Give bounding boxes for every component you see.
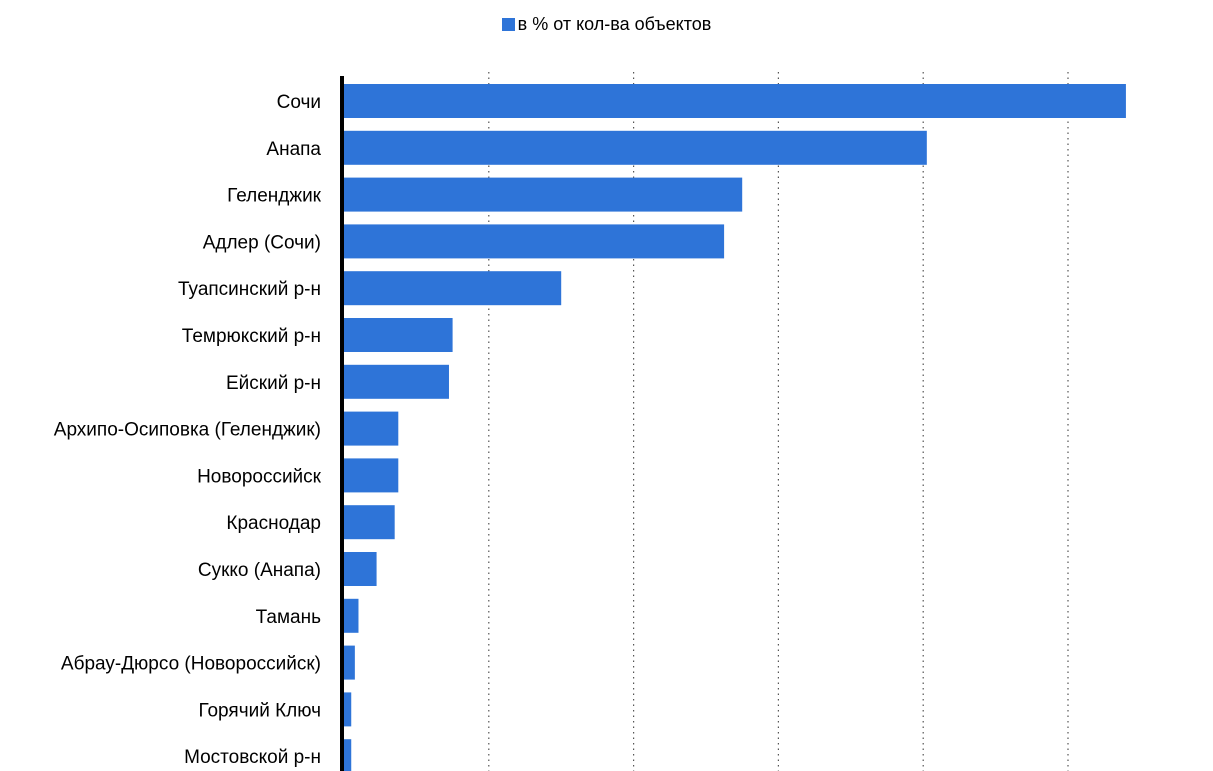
bar-14 <box>344 692 352 727</box>
bar-7 <box>344 364 449 399</box>
category-label-14: Горячий Ключ <box>198 700 321 721</box>
legend-label: в % от кол-ва объектов <box>517 14 712 34</box>
category-label-3: Геленджик <box>227 186 322 207</box>
bar-11 <box>344 552 377 586</box>
category-label-9: Новороссийск <box>197 466 322 487</box>
bar-13 <box>344 645 355 680</box>
bar-3 <box>344 177 743 212</box>
category-label-5: Туапсинский р-н <box>178 279 321 300</box>
bar-4 <box>344 224 725 259</box>
category-label-1: Сочи <box>277 92 321 113</box>
bar-1 <box>344 84 1126 118</box>
category-label-7: Ейский р-н <box>226 373 321 394</box>
bar-12 <box>344 598 359 633</box>
legend-swatch <box>501 18 515 31</box>
bar-9 <box>344 458 399 493</box>
category-label-2: Анапа <box>266 139 321 160</box>
bar-8 <box>344 411 399 446</box>
category-label-12: Тамань <box>256 607 321 628</box>
category-label-10: Краснодар <box>226 513 321 534</box>
category-label-13: Абрау-Дюрсо (Новороссийск) <box>61 654 321 675</box>
category-label-4: Адлер (Сочи) <box>203 232 321 253</box>
bar-6 <box>344 318 453 352</box>
category-label-15: Мостовской р-н <box>184 747 321 768</box>
category-label-8: Архипо-Осиповка (Геленджик) <box>54 420 321 441</box>
category-label-6: Темрюкский р-н <box>182 326 321 347</box>
bar-10 <box>344 505 395 540</box>
bar-2 <box>344 130 927 165</box>
bar-5 <box>344 271 562 306</box>
legend: в % от кол-ва объектов <box>0 14 1213 35</box>
bar-15 <box>344 739 352 771</box>
category-label-11: Сукко (Анапа) <box>198 560 321 581</box>
